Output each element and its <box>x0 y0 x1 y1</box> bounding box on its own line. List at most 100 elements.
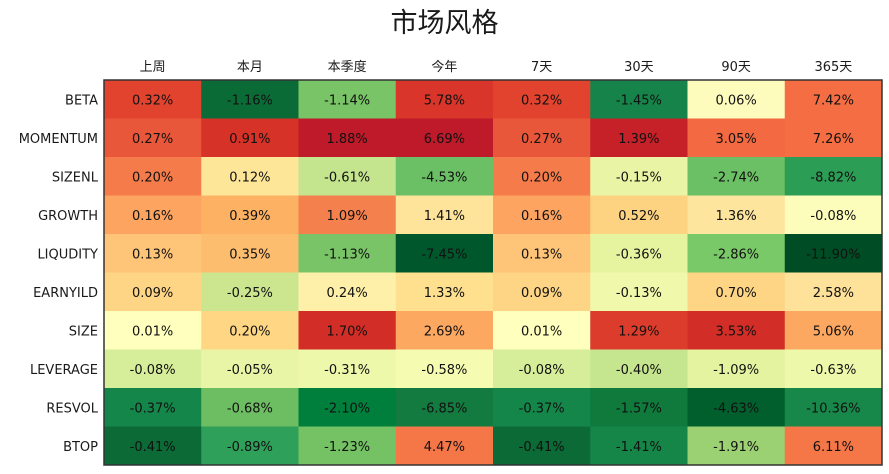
heatmap-cell <box>395 195 494 235</box>
row-label: SIZE <box>69 324 98 339</box>
cell-value-label: 0.70% <box>715 286 756 301</box>
heatmap-cell <box>493 388 591 427</box>
cell-value-label: -1.16% <box>227 93 273 108</box>
heatmap-cell <box>395 118 494 158</box>
heatmap-cell <box>104 311 202 350</box>
cell-value-label: -1.09% <box>713 363 759 378</box>
heatmap-cell <box>395 80 494 119</box>
row-label: LEVERAGE <box>30 363 98 378</box>
cell-value-label: -1.57% <box>616 401 662 416</box>
cell-value-label: -1.23% <box>324 440 370 455</box>
cell-value-label: 1.39% <box>618 132 659 147</box>
heatmap-cell <box>104 195 202 235</box>
heatmap-cell <box>298 195 397 235</box>
heatmap-cell <box>590 426 688 466</box>
heatmap-cell <box>590 311 688 350</box>
cell-value-label: -1.91% <box>713 440 759 455</box>
cell-value-label: 1.41% <box>424 209 465 224</box>
heatmap-cell <box>298 157 397 196</box>
cell-value-label: -0.08% <box>130 363 176 378</box>
cell-value-label: -2.10% <box>324 401 370 416</box>
heatmap-cell <box>687 272 786 312</box>
chart-title: 市场风格 <box>390 8 499 39</box>
cell-value-label: -0.08% <box>810 209 856 224</box>
cell-value-label: 0.24% <box>326 286 367 301</box>
cell-value-label: 6.69% <box>424 132 465 147</box>
cell-value-label: 0.91% <box>229 132 270 147</box>
cell-value-label: 0.32% <box>521 93 562 108</box>
heatmap-cell <box>395 234 494 273</box>
cell-value-label: 0.09% <box>521 286 562 301</box>
cell-value-label: 0.20% <box>132 170 173 185</box>
cell-value-label: 0.27% <box>132 132 173 147</box>
heatmap-cell <box>784 349 883 389</box>
column-label: 7天 <box>531 60 552 75</box>
cell-value-label: 5.78% <box>424 93 465 108</box>
cell-value-label: -8.82% <box>810 170 856 185</box>
cell-value-label: 0.09% <box>132 286 173 301</box>
cell-value-label: -1.41% <box>616 440 662 455</box>
column-label: 本季度 <box>328 59 367 75</box>
cell-value-label: -1.45% <box>616 93 662 108</box>
cell-value-label: -0.41% <box>519 440 565 455</box>
heatmap-cell <box>104 234 202 273</box>
cell-value-label: 1.88% <box>326 132 367 147</box>
cell-value-label: -1.14% <box>324 93 370 108</box>
row-label: BETA <box>65 93 98 108</box>
row-label: EARNYILD <box>33 286 98 301</box>
cell-value-label: 0.32% <box>132 93 173 108</box>
cell-value-label: 3.05% <box>715 132 756 147</box>
cell-value-label: -0.13% <box>616 286 662 301</box>
cell-value-label: 0.13% <box>521 247 562 262</box>
cell-value-label: -0.89% <box>227 440 273 455</box>
heatmap-cell <box>687 80 786 119</box>
cell-value-label: 0.06% <box>715 93 756 108</box>
cell-value-label: 0.27% <box>521 132 562 147</box>
heatmap-cell <box>687 426 786 466</box>
cell-value-label: 1.29% <box>618 324 659 339</box>
heatmap-cell <box>687 157 786 196</box>
heatmap-cell <box>687 195 786 235</box>
cell-value-label: 0.20% <box>229 324 270 339</box>
cell-value-label: -4.63% <box>713 401 759 416</box>
heatmap-cell <box>493 118 591 158</box>
heatmap-cell <box>298 311 397 350</box>
cell-value-label: 1.36% <box>715 209 756 224</box>
cell-value-label: 0.16% <box>521 209 562 224</box>
heatmap-cell <box>590 349 688 389</box>
heatmap-cell <box>784 80 883 119</box>
heatmap-cell <box>590 195 688 235</box>
cell-value-label: 0.01% <box>132 324 173 339</box>
column-label: 365天 <box>814 60 852 75</box>
heatmap-cell <box>201 388 299 427</box>
cell-value-label: 0.12% <box>229 170 270 185</box>
heatmap-cell <box>590 272 688 312</box>
heatmap-cell <box>493 272 591 312</box>
cell-value-label: -0.08% <box>519 363 565 378</box>
cell-value-label: 3.53% <box>715 324 756 339</box>
heatmap-cell <box>201 349 299 389</box>
cell-value-label: -0.37% <box>130 401 176 416</box>
heatmap-cell <box>104 80 202 119</box>
heatmap-cell <box>784 311 883 350</box>
row-label: SIZENL <box>52 170 99 185</box>
cell-value-label: 5.06% <box>813 324 854 339</box>
heatmap-cell <box>493 426 591 466</box>
heatmap-cell <box>201 118 299 158</box>
cell-value-label: -7.45% <box>421 247 467 262</box>
heatmap-cell <box>395 311 494 350</box>
heatmap-cell <box>493 349 591 389</box>
heatmap-cell <box>298 118 397 158</box>
heatmap-cell <box>395 272 494 312</box>
cell-value-label: 1.33% <box>424 286 465 301</box>
heatmap-cell <box>298 349 397 389</box>
heatmap-cell <box>493 234 591 273</box>
column-label: 上周 <box>140 60 166 75</box>
cell-value-label: -4.53% <box>421 170 467 185</box>
heatmap-cell <box>395 388 494 427</box>
heatmap-cell <box>298 80 397 119</box>
cell-value-label: 0.13% <box>132 247 173 262</box>
heatmap-cell <box>201 426 299 466</box>
row-label: BTOP <box>63 440 98 455</box>
